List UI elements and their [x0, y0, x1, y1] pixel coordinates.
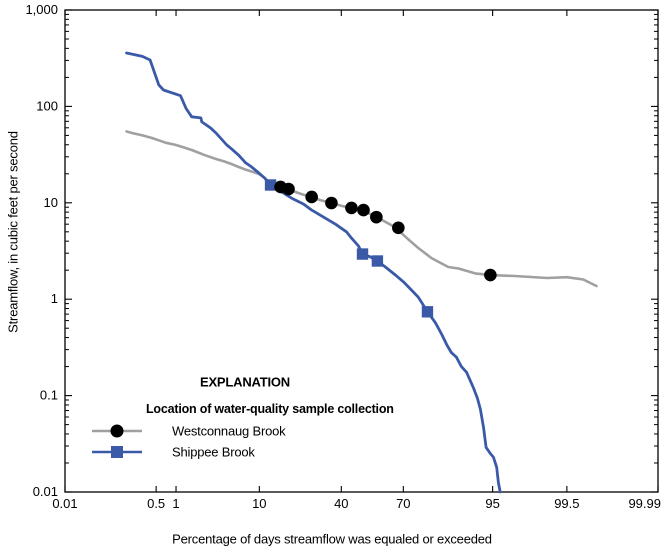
- x-tick-label: 0.01: [52, 496, 77, 511]
- legend-label-shippee-brook: Shippee Brook: [172, 444, 255, 460]
- legend-subtitle: Location of water-quality sample collect…: [146, 402, 394, 416]
- westconnaug-sample-marker: [305, 190, 318, 204]
- westconnaug-sample-marker: [282, 182, 295, 196]
- shippee-brook-line: [125, 51, 502, 494]
- x-tick-label: 40: [334, 496, 348, 511]
- shippee-sample-marker: [371, 255, 384, 267]
- legend-label-westconnaug-brook: Westconnaug Brook: [172, 423, 286, 439]
- legend-circle-marker: [110, 424, 124, 438]
- shippee-sample-marker: [264, 179, 277, 191]
- westconnaug-sample-marker: [345, 201, 358, 215]
- x-tick-label: 10: [252, 496, 266, 511]
- westconnaug-sample-marker: [370, 210, 383, 224]
- y-axis-title: Streamflow, in cubic feet per second: [5, 131, 21, 333]
- legend-title: EXPLANATION: [199, 374, 291, 390]
- x-tick-label: 99.5: [554, 496, 579, 511]
- y-tick-label: 100: [36, 98, 58, 113]
- shippee-sample-marker: [421, 306, 434, 318]
- x-tick-label: 70: [396, 496, 410, 511]
- westconnaug-brook-line: [125, 130, 598, 288]
- westconnaug-sample-marker: [357, 203, 370, 217]
- x-axis-title: Percentage of days streamflow was equale…: [172, 531, 492, 547]
- y-tick-label: 1,000: [25, 2, 58, 17]
- y-tick-label: 1: [51, 291, 58, 306]
- westconnaug-sample-marker: [392, 221, 405, 235]
- y-tick-label: 0.01: [33, 484, 58, 499]
- legend-square-marker: [111, 446, 123, 458]
- westconnaug-sample-marker: [484, 268, 497, 282]
- x-tick-label: 0.5: [147, 496, 165, 511]
- x-tick-label: 1: [172, 496, 179, 511]
- y-tick-label: 10: [44, 195, 58, 210]
- y-tick-label: 0.1: [40, 388, 58, 403]
- shippee-sample-marker: [356, 248, 369, 260]
- westconnaug-sample-marker: [325, 196, 338, 210]
- x-tick-label: 95: [485, 496, 499, 511]
- plot-frame: [64, 9, 659, 493]
- x-tick-label: 99.99: [628, 496, 661, 511]
